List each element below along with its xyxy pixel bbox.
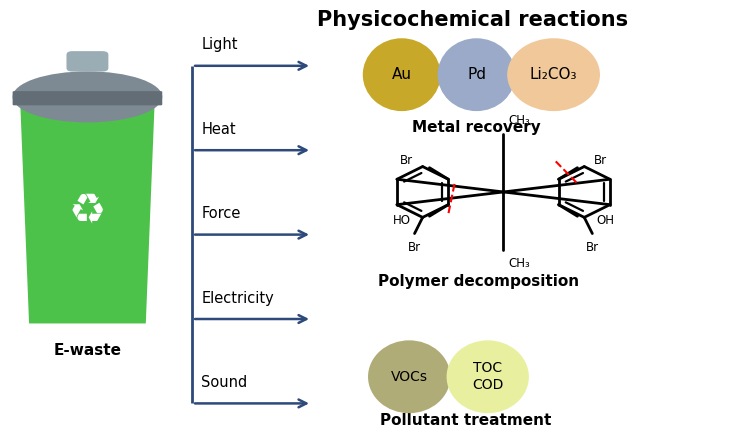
Text: VOCs: VOCs [391,370,427,384]
FancyBboxPatch shape [13,91,162,105]
Polygon shape [20,99,155,324]
Text: Li₂CO₃: Li₂CO₃ [529,67,578,82]
Text: Sound: Sound [201,375,247,390]
Ellipse shape [438,38,515,111]
Text: CH₃: CH₃ [509,257,531,270]
Text: HO: HO [393,214,411,228]
Text: Pd: Pd [467,67,486,82]
Text: OH: OH [596,214,614,228]
Text: ♻: ♻ [69,189,106,231]
Text: E-waste: E-waste [53,343,122,358]
Text: Pollutant treatment: Pollutant treatment [379,413,551,428]
FancyBboxPatch shape [67,51,108,72]
Text: Au: Au [392,67,412,82]
Text: TOC
COD: TOC COD [472,361,503,392]
Text: Br: Br [408,241,421,254]
Text: Br: Br [400,154,413,167]
Text: Br: Br [593,154,607,167]
Text: Electricity: Electricity [201,291,274,306]
Text: Metal recovery: Metal recovery [412,121,541,135]
Text: Physicochemical reactions: Physicochemical reactions [317,10,629,30]
Text: Force: Force [201,206,240,221]
Ellipse shape [363,38,441,111]
Text: Light: Light [201,38,237,52]
Text: Br: Br [586,241,599,254]
Text: Polymer decomposition: Polymer decomposition [379,274,579,289]
Ellipse shape [13,72,162,122]
Ellipse shape [447,340,529,413]
Text: Heat: Heat [201,122,236,137]
Text: CH₃: CH₃ [509,114,531,127]
Ellipse shape [507,38,600,111]
Ellipse shape [368,340,451,413]
